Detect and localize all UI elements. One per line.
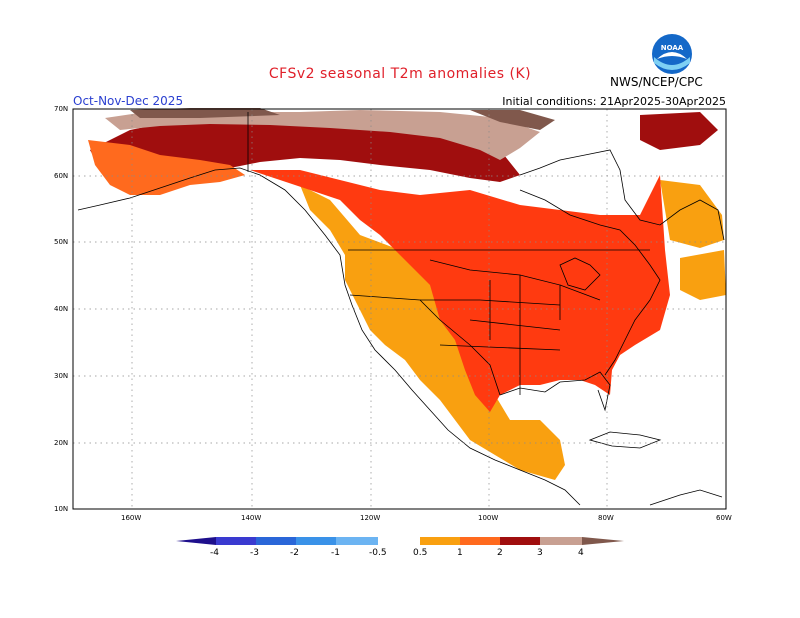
map-frame <box>72 108 727 510</box>
colorbar-tick-label: -3 <box>250 548 259 558</box>
anomaly-region-1to2-alaska <box>88 140 245 195</box>
grid-lines <box>73 109 726 509</box>
colorbar-tick-label: 3 <box>537 548 543 558</box>
colorbar-tick-label: 4 <box>578 548 584 558</box>
anomaly-region-gt4 <box>130 108 280 118</box>
colorbar-tick-label: -4 <box>210 548 219 558</box>
chart-title: CFSv2 seasonal T2m anomalies (K) <box>268 66 532 82</box>
colorbar-tick-label: 2 <box>497 548 503 558</box>
lon-label: 140W <box>241 514 262 522</box>
lat-label: 20N <box>54 439 69 447</box>
lon-label: 160W <box>121 514 142 522</box>
colorbar-arrow-high <box>582 537 624 545</box>
colorbar-tick-label: 0.5 <box>413 548 428 558</box>
lon-label: 60W <box>716 514 732 522</box>
initial-conditions-label: Initial conditions: 21Apr2025-30Apr2025 <box>502 95 726 108</box>
lat-label: 60N <box>54 172 69 180</box>
lat-label: 70N <box>54 105 69 113</box>
lat-label: 30N <box>54 372 69 380</box>
season-label: Oct-Nov-Dec 2025 <box>73 94 184 108</box>
agency-label: NWS/NCEP/CPC <box>610 75 703 89</box>
colorbar-tick-label: 1 <box>457 548 463 558</box>
colorbar-tick-label: -1 <box>331 548 340 558</box>
anomaly-region-0p5to1 <box>300 185 565 480</box>
colorbar-tick-label: -0.5 <box>369 548 387 558</box>
anomaly-region-1to2 <box>250 170 670 412</box>
colorbar-tick-label: -2 <box>290 548 299 558</box>
lat-label: 40N <box>54 305 69 313</box>
lat-label: 10N <box>54 505 69 513</box>
anomaly-region-0p5to1-atlantic <box>680 250 726 300</box>
lon-label: 100W <box>478 514 499 522</box>
lon-label: 80W <box>598 514 614 522</box>
anomaly-region-3to4 <box>105 110 540 160</box>
anomaly-region-0p5to1-east <box>660 180 724 248</box>
colorbar-arrow-low <box>176 537 216 545</box>
noaa-logo: NOAA <box>651 33 693 75</box>
lon-label: 120W <box>360 514 381 522</box>
anomaly-region-gt4-2 <box>470 110 555 130</box>
colorbar <box>176 537 624 545</box>
anomaly-fill-layer <box>88 108 726 480</box>
anomaly-region-2to3-east <box>640 112 718 150</box>
lat-label: 50N <box>54 238 69 246</box>
noaa-logo-text: NOAA <box>661 44 684 52</box>
